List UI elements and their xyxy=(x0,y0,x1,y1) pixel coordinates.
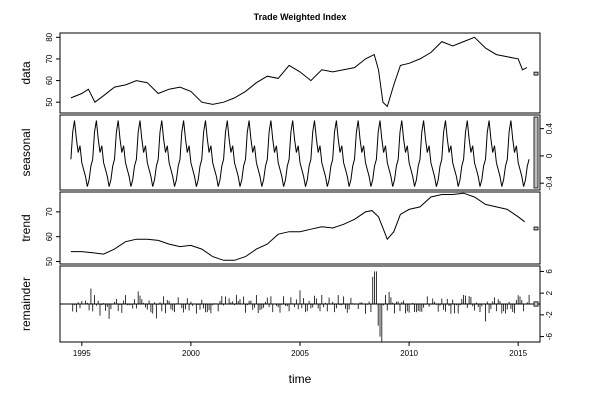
scale-bar xyxy=(533,116,539,189)
y-tick-label: 70 xyxy=(45,207,54,216)
y-tick-label: 2 xyxy=(545,290,554,295)
y-tick-label: -0.4 xyxy=(545,176,554,190)
y-tick-label: 6 xyxy=(545,269,554,274)
y-tick-label: 50 xyxy=(45,97,54,106)
y-axis-label: trend xyxy=(19,214,33,241)
scale-bar xyxy=(533,71,539,76)
x-tick-label: 1995 xyxy=(73,349,91,358)
x-tick-label: 2005 xyxy=(291,349,309,358)
panel-remainder: -6 -2 2 6 remainder xyxy=(19,265,554,343)
chart-title: Trade Weighted Index xyxy=(254,12,347,22)
y-tick-label: 0 xyxy=(545,153,554,158)
seasonal-series-line xyxy=(70,120,530,187)
data-series-line xyxy=(70,36,528,108)
panel-seasonal: -0.4 0 0.4 seasonal xyxy=(19,114,554,191)
y-tick-label: 0.4 xyxy=(545,123,554,135)
panel-trend: 50 60 70 trend xyxy=(19,191,541,266)
y-axis-label: seasonal xyxy=(19,128,33,176)
scale-bar xyxy=(533,226,539,231)
panel-frame xyxy=(59,114,541,191)
x-tick-label: 2000 xyxy=(182,349,200,358)
y-tick-label: 50 xyxy=(45,257,54,266)
y-tick-label: 60 xyxy=(45,232,54,241)
y-axis-label: data xyxy=(19,61,33,85)
x-axis: 1995 2000 2005 2010 2015 xyxy=(73,342,528,358)
scale-bar xyxy=(533,301,539,307)
trend-series-line xyxy=(70,192,526,261)
y-axis-label: remainder xyxy=(19,277,33,331)
x-tick-label: 2010 xyxy=(400,349,418,358)
y-tick-label: 60 xyxy=(45,76,54,85)
panel-data: 50 60 70 80 data xyxy=(19,32,541,114)
x-axis-label: time xyxy=(289,372,312,386)
y-tick-label: 70 xyxy=(45,54,54,63)
y-tick-label: -2 xyxy=(545,311,554,319)
y-tick-label: 80 xyxy=(45,32,54,41)
panel-frame xyxy=(59,191,541,265)
y-tick-label: -6 xyxy=(545,332,554,340)
x-tick-label: 2015 xyxy=(509,349,527,358)
panel-frame xyxy=(59,32,541,114)
